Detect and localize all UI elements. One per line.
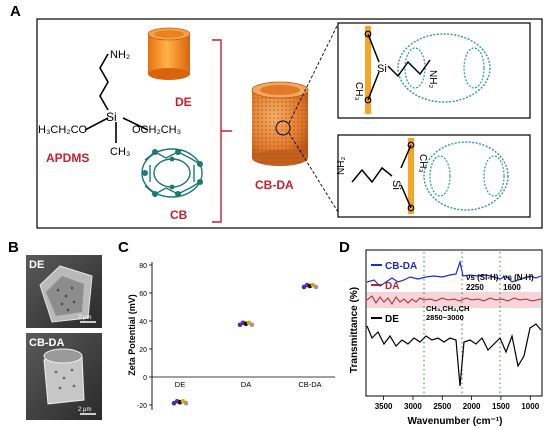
inset-top-cb-inner-right (463, 47, 485, 89)
cbda-cylinder-image (251, 81, 309, 166)
zeta-point (313, 284, 319, 290)
panel-d-letter: D (339, 239, 350, 256)
zoom-line-top (288, 23, 339, 124)
annot-ch-2: 2850~3000 (426, 313, 464, 322)
sem-image-cbda (26, 333, 102, 420)
inset-bottom-cb-inner-right (483, 155, 505, 197)
inset-bottom-wall (408, 138, 414, 214)
sem-de-scale: 2 μm (78, 315, 91, 321)
zeta-ytick-label: 80 (139, 263, 147, 270)
annot-sih-2: 2250 (466, 283, 484, 292)
panel-b-letter: B (8, 239, 19, 256)
zeta-point (183, 400, 189, 406)
zeta-ytick-label: 0 (143, 375, 147, 382)
zeta-points (171, 282, 319, 406)
cb-oxygen-dots (142, 149, 203, 197)
panel-a-frame (36, 18, 543, 229)
annot-ch-1: CH₃,CH₂,CH (426, 304, 469, 313)
inset-top-wall (365, 26, 371, 114)
ftir-xticks: 3500 3000 2500 2000 1500 1000 (375, 396, 540, 411)
apdms-nh2: NH₂ (110, 49, 130, 61)
zeta-category-label: DE (175, 380, 185, 389)
annot-nh-2: 1600 (503, 283, 521, 292)
inset-bottom-ch3: CH₃ (417, 154, 428, 173)
inset-bottom-cb-inner-left (429, 155, 451, 197)
apdms-ethoxy-right: OCH₂CH₃ (132, 124, 181, 136)
zeta-ylabel: Zeta Potential (mV) (127, 294, 137, 376)
legend-cbda-text: CB-DA (385, 261, 417, 272)
inset-bottom-o-top (407, 141, 415, 149)
zoom-circle (275, 120, 291, 136)
inset-bottom-si: Si (390, 180, 402, 190)
zeta-ytick-label: -20 (137, 403, 147, 410)
sem-de-label: DE (29, 259, 44, 271)
spectrum-cbda (366, 259, 542, 287)
panel-c-letter: C (118, 239, 129, 256)
sem-cbda-label: CB-DA (29, 337, 64, 349)
apdms-structure (84, 53, 149, 143)
inset-top-o-top (364, 30, 372, 38)
panel-a-letter: A (10, 3, 21, 20)
zeta-point (249, 322, 255, 328)
zeta-ytick-label: 40 (139, 319, 147, 326)
red-bracket (212, 39, 232, 223)
inset-bottom-bonds (351, 144, 412, 209)
da-band (367, 292, 541, 308)
ftir-xtick-label: 2500 (433, 402, 451, 411)
zoom-line-bottom (288, 132, 339, 213)
apdms-si: Si (106, 110, 117, 124)
inset-top-ch3: CH₃ (353, 82, 364, 101)
inset-box-bottom (337, 134, 531, 218)
sem-cbda-scale: 2 μm (78, 407, 91, 413)
ftir-xtick-label: 3000 (404, 402, 422, 411)
inset-bottom-cb (423, 141, 509, 211)
zeta-category-label: CB-DA (298, 380, 321, 389)
zeta-ytick-label: 20 (139, 347, 147, 354)
inset-top-nh2: NH₂ (427, 70, 438, 88)
ftir-xtick-label: 2000 (463, 402, 481, 411)
ftir-xtick-label: 1500 (492, 402, 510, 411)
legend-de-text: DE (385, 314, 399, 325)
inset-bottom-nh2: NH₂ (336, 157, 347, 175)
inset-top-bonds (367, 33, 431, 101)
inset-bottom-o-bottom (407, 204, 415, 212)
cb-molecule-image (141, 148, 203, 198)
ftir-xlabel: Wavenumber (cm⁻¹) (408, 416, 503, 427)
cb-label: CB (170, 208, 188, 222)
apdms-ethoxy-left: H₃CH₂CO (38, 124, 88, 136)
spectrum-de (366, 323, 542, 387)
apdms-ch3: CH₃ (110, 146, 130, 158)
annot-nh-1: νs (N-H) (503, 273, 534, 282)
zeta-ticks: 80 60 40 20 0 -20 DE DA CB-DA (137, 263, 335, 410)
legend-da-text: DA (385, 281, 399, 292)
apdms-label: APDMS (46, 151, 89, 165)
inset-top-si: Si (377, 63, 387, 75)
ftir-ylabel: Transmittance (%) (349, 287, 360, 373)
cbda-label: CB-DA (255, 178, 294, 192)
spectrum-da (366, 295, 542, 305)
inset-top-cb (397, 33, 491, 103)
ftir-xtick-label: 1000 (521, 402, 539, 411)
sem-image-de (26, 255, 102, 328)
annot-sih-1: νs (Si-H) (466, 273, 499, 282)
zeta-category-label: DA (241, 380, 251, 389)
de-label: DE (175, 95, 192, 109)
ftir-plot-frame (365, 249, 543, 397)
de-cylinder-image (147, 27, 191, 80)
zeta-ytick-label: 60 (139, 291, 147, 298)
inset-top-o-bottom (364, 96, 372, 104)
ftir-xtick-label: 3500 (375, 402, 393, 411)
